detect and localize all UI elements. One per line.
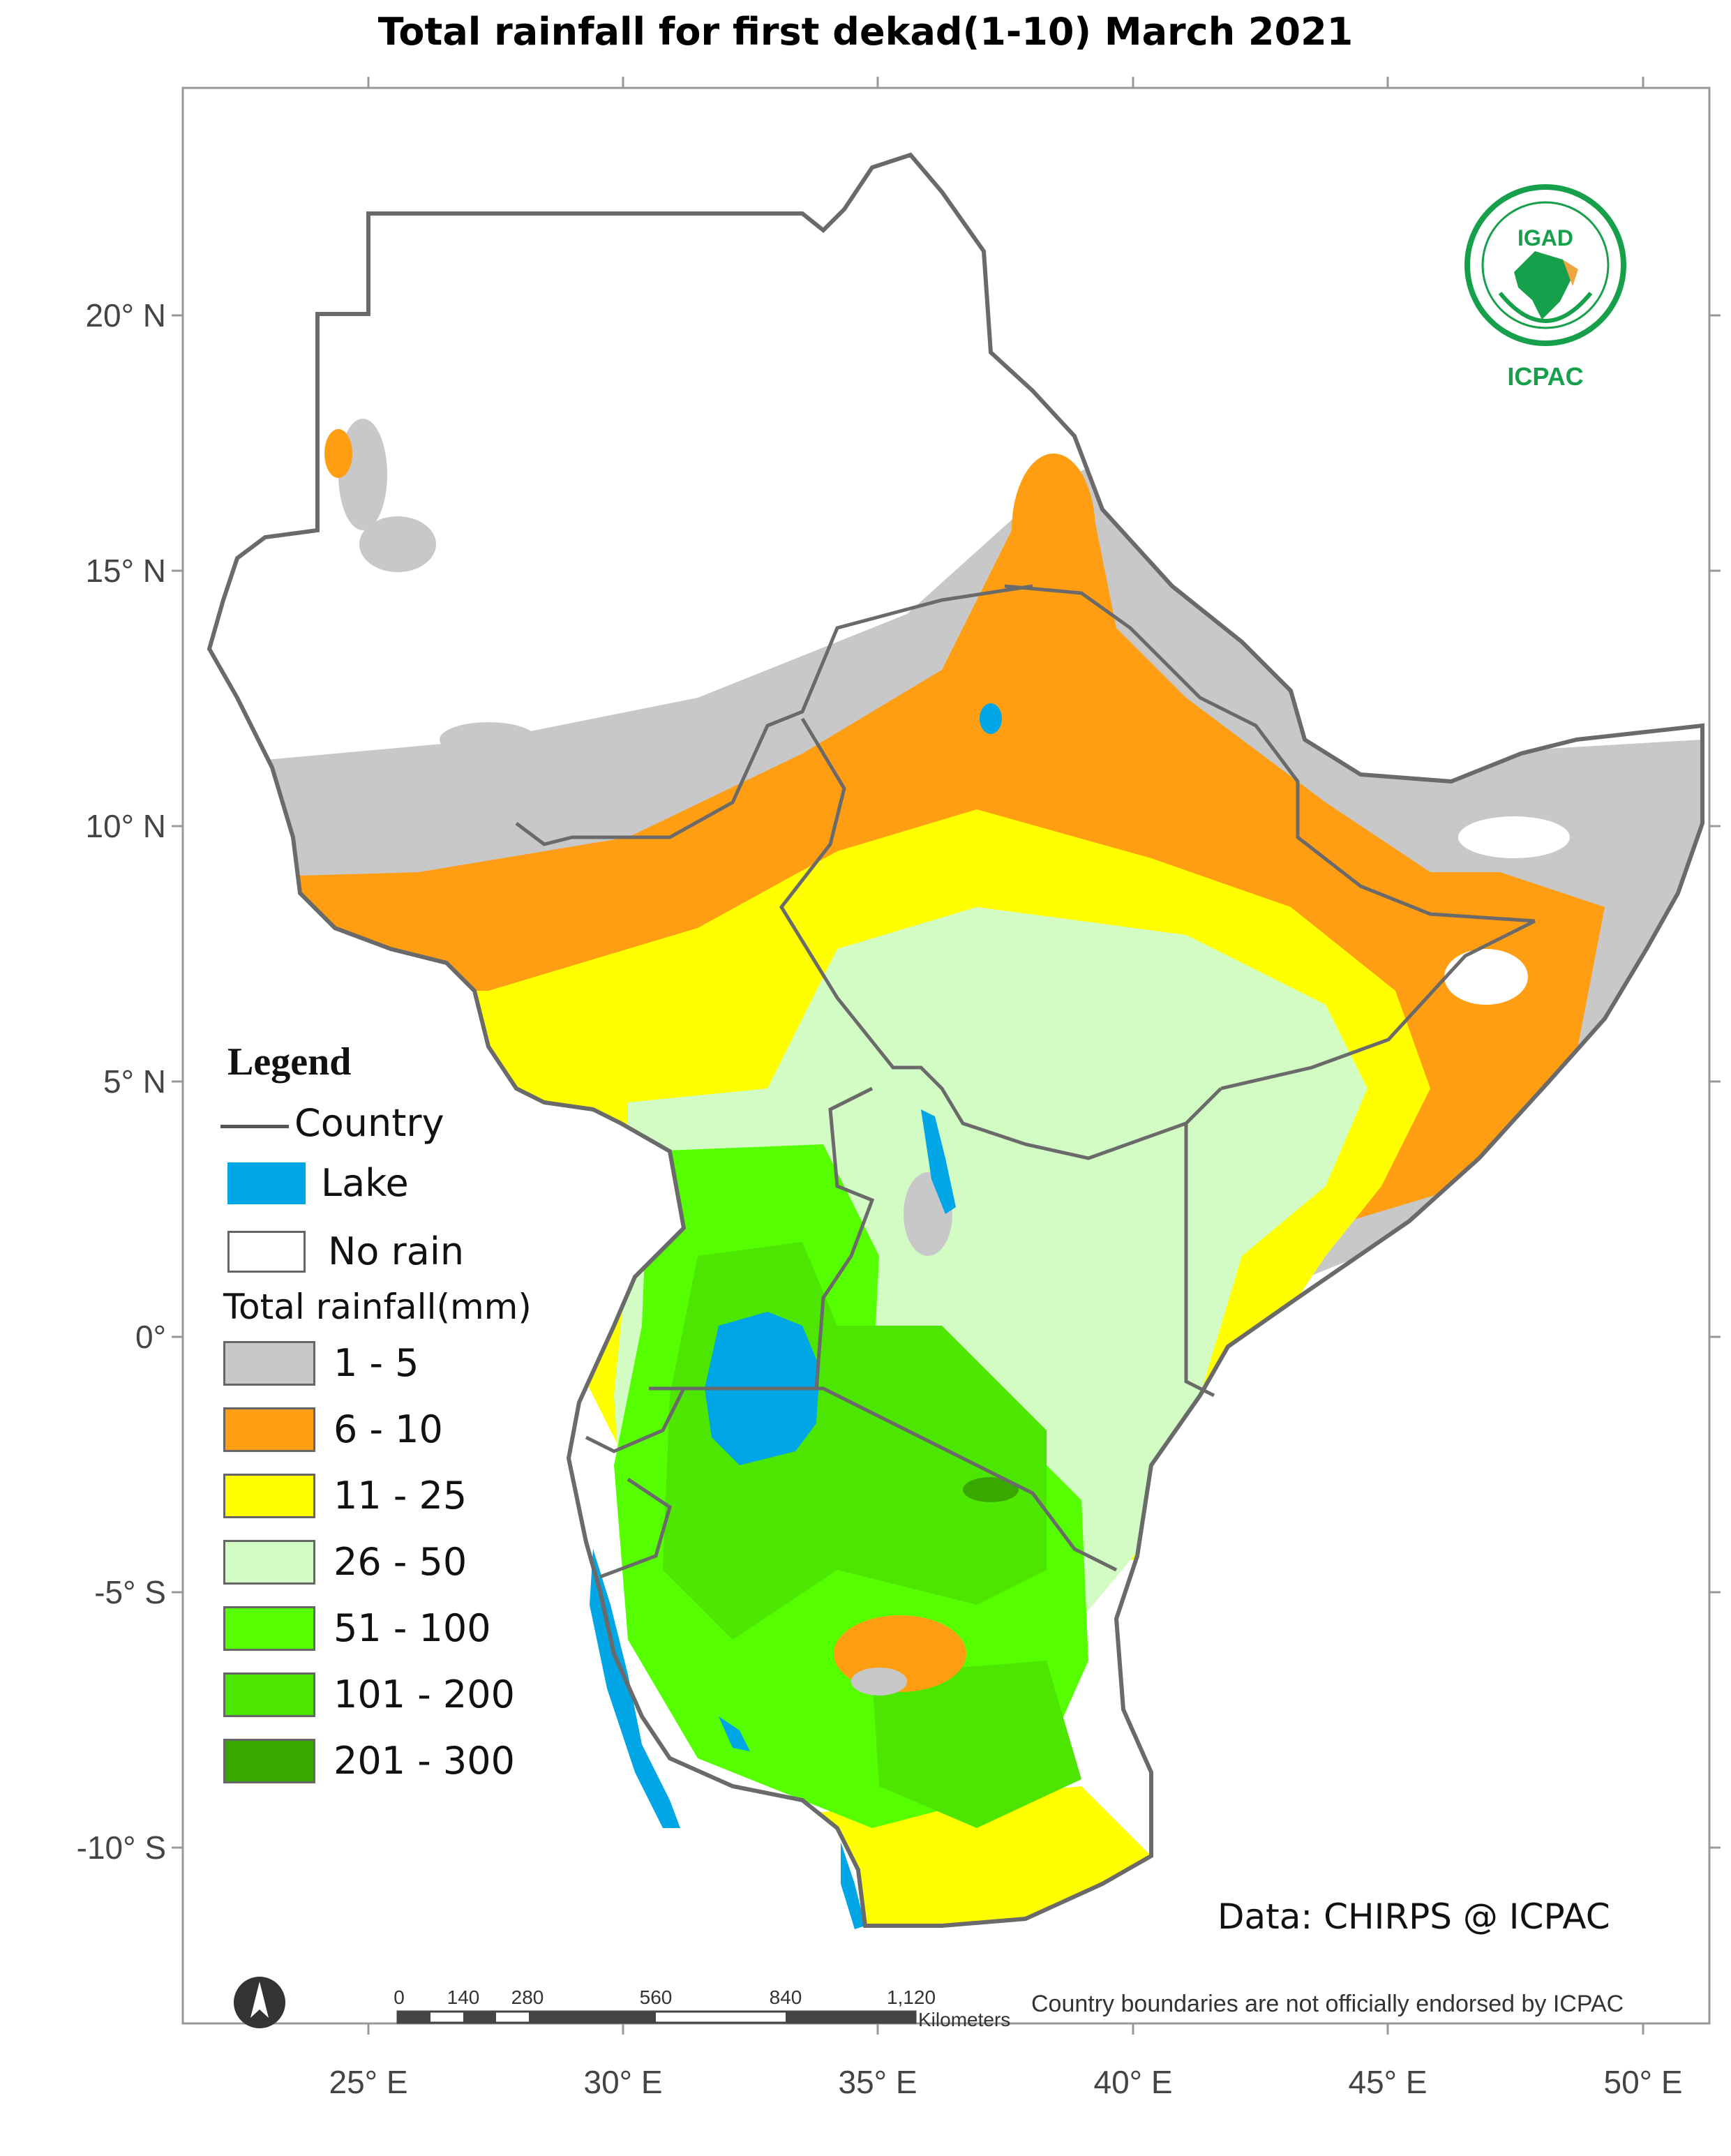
legend-country-label: Country (294, 1101, 444, 1145)
x-tick-label: 45° E (1348, 2064, 1427, 2100)
legend-title: Legend (227, 1040, 352, 1084)
boundary-disclaimer: Country boundaries are not officially en… (1031, 1991, 1624, 2017)
legend-class-label: 26 - 50 (334, 1540, 467, 1584)
graticule-ticks (172, 77, 1721, 2035)
x-tick-label: 30° E (583, 2064, 662, 2100)
legend-country: Country (216, 1097, 607, 1155)
y-tick-label: 5° N (103, 1063, 166, 1100)
logo-bottom-text: ICPAC (1507, 362, 1583, 391)
scale-label: 0 (394, 1986, 405, 2008)
y-tick-label: 15° N (85, 553, 166, 589)
lake-rukwa (719, 1716, 750, 1751)
lake-tanganyika (590, 1549, 680, 1828)
legend-class-row: 11 - 25 (216, 1469, 607, 1536)
scale-label: 140 (447, 1986, 480, 2008)
x-tick-label: 40° E (1093, 2064, 1172, 2100)
legend-no-rain-label: No rain (328, 1229, 465, 1273)
legend-class-row: 1 - 5 (216, 1337, 607, 1403)
icpac-logo (1464, 184, 1626, 346)
legend-lake: Lake (216, 1155, 607, 1214)
legend-class-swatch (223, 1672, 315, 1717)
legend-lake-label: Lake (321, 1161, 409, 1205)
x-tick-label: 25° E (329, 2064, 407, 2100)
y-tick-label: -10° S (77, 1829, 166, 1866)
scale-label: 560 (640, 1986, 673, 2008)
legend-class-row: 6 - 10 (216, 1403, 607, 1469)
legend-class-swatch (223, 1474, 315, 1518)
data-credit: Data: CHIRPS @ ICPAC (1217, 1896, 1610, 1937)
legend-class-swatch (223, 1540, 315, 1585)
legend-class-row: 201 - 300 (216, 1735, 607, 1801)
y-tick-label: 0° (135, 1319, 166, 1355)
legend-rainfall-title: Total rainfall(mm) (223, 1287, 532, 1327)
legend-class-swatch (223, 1341, 315, 1386)
logo-top-text: IGAD (1518, 225, 1573, 250)
scale-bar (396, 2010, 917, 2024)
x-tick-label: 50° E (1603, 2064, 1682, 2100)
y-tick-label: -5° S (94, 1574, 166, 1610)
legend-class-label: 6 - 10 (334, 1407, 443, 1451)
x-tick-label: 35° E (838, 2064, 917, 2100)
legend-class-swatch (223, 1739, 315, 1783)
scale-unit: Kilometers (918, 2009, 1010, 2030)
country-boundaries (515, 584, 1536, 1579)
legend-no-rain: No rain (216, 1214, 607, 1284)
legend-class-label: 101 - 200 (334, 1672, 515, 1716)
legend-class-label: 11 - 25 (334, 1474, 467, 1518)
legend-class-row: 101 - 200 (216, 1668, 607, 1735)
y-tick-label: 20° N (85, 297, 166, 334)
legend-class-row: 51 - 100 (216, 1602, 607, 1668)
legend-class-swatch (223, 1407, 315, 1452)
country-line-swatch (220, 1125, 289, 1128)
scale-label: 280 (511, 1986, 544, 2008)
lake-malawi (841, 1842, 865, 1929)
legend: Legend Country Lake No rain Total rainfa… (216, 1040, 607, 1801)
lake-tana (980, 703, 1002, 734)
legend-class-row: 26 - 50 (216, 1536, 607, 1602)
scale-label: 1,120 (887, 1986, 936, 2008)
north-arrow-icon (234, 1977, 285, 2028)
no-rain-swatch (227, 1231, 306, 1273)
legend-class-label: 1 - 5 (334, 1341, 419, 1385)
y-tick-label: 10° N (85, 808, 166, 844)
map-title: Total rainfall for first dekad(1-10) Mar… (377, 10, 1354, 54)
lake-turkana (921, 1109, 956, 1214)
scale-label: 840 (770, 1986, 802, 2008)
lake-swatch (227, 1162, 306, 1204)
legend-class-swatch (223, 1606, 315, 1651)
legend-class-label: 51 - 100 (334, 1606, 491, 1650)
legend-class-label: 201 - 300 (334, 1739, 515, 1783)
